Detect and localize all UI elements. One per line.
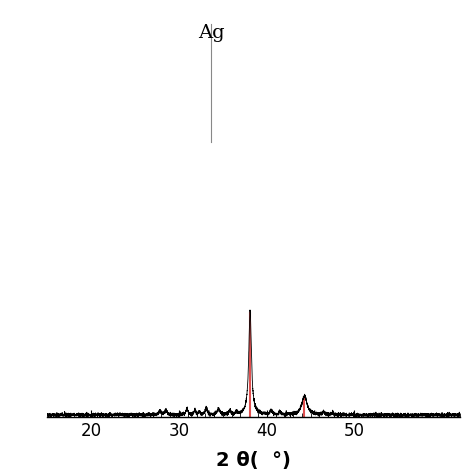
X-axis label: 2 θ(  °): 2 θ( °): [216, 451, 291, 470]
Text: Ag: Ag: [198, 24, 224, 42]
